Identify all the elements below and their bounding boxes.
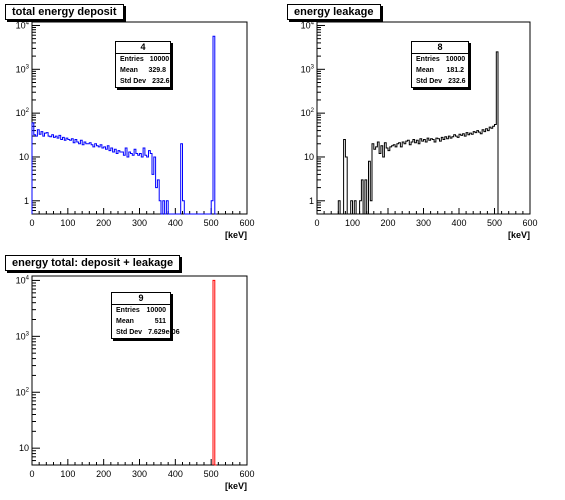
y-tick-label: 1 [309, 196, 314, 206]
x-tick-label: 400 [168, 469, 183, 479]
stats-row-std-dev: Std Dev 232.6 [416, 78, 466, 85]
y-tick-label: 103 [16, 64, 30, 74]
y-tick-label: 1 [24, 196, 29, 206]
y-tick-label: 102 [16, 387, 30, 397]
stats-row-entries: Entries 10000 [116, 307, 166, 314]
x-tick-label: 100 [345, 218, 360, 228]
y-tick-label: 103 [16, 331, 30, 341]
y-tick-label: 10 [304, 152, 314, 162]
stats-row-mean: Mean 181.2 [416, 67, 464, 74]
histogram-line [212, 279, 217, 466]
histogram-line [31, 35, 217, 215]
x-axis-label: [keV] [225, 230, 247, 240]
y-tick-label: 10 [19, 152, 29, 162]
stats-box-total: 9 Entries 10000 Mean 511 Std Dev 7.629e-06 [111, 292, 180, 339]
title-total-energy-deposit: total energy deposit [5, 4, 124, 20]
y-tick-label: 102 [301, 108, 315, 118]
stats-box-leakage: 8 Entries 10000 Mean 181.2 Std Dev 232.6 [411, 41, 469, 88]
x-tick-label: 200 [380, 218, 395, 228]
y-tick-label: 10 [19, 443, 29, 453]
x-tick-label: 0 [314, 218, 319, 228]
x-tick-label: 600 [522, 218, 537, 228]
title-energy-total: energy total: deposit + leakage [5, 255, 181, 271]
x-tick-label: 600 [239, 469, 254, 479]
x-tick-label: 500 [204, 218, 219, 228]
x-tick-label: 100 [60, 218, 75, 228]
x-axis-label: [keV] [225, 481, 247, 491]
chart-deposit: 0 100 200 300 400 500 600 [keV] 1 10 102 103 104 [16, 20, 255, 240]
stats-name: 9 [112, 293, 170, 305]
x-tick-label: 500 [487, 218, 502, 228]
x-tick-label: 200 [96, 218, 111, 228]
stats-row-mean: Mean 511 [116, 318, 166, 325]
x-tick-label: 300 [132, 218, 147, 228]
stats-row-std-dev: Std Dev 232.6 [120, 78, 170, 85]
y-tick-label: 102 [16, 108, 30, 118]
x-tick-label: 400 [451, 218, 466, 228]
chart-leakage: 0 100 200 300 400 500 600 [keV] 1 10 102 103 104 [301, 20, 538, 240]
stats-row-entries: Entries 10000 [120, 56, 170, 63]
x-tick-label: 500 [204, 469, 219, 479]
y-tick-label: 104 [301, 20, 315, 30]
y-tick-label: 104 [16, 20, 30, 30]
chart-total: 0 100 200 300 400 500 600 [keV] 10 102 103 104 [16, 275, 255, 491]
x-tick-label: 0 [29, 218, 34, 228]
stats-name: 8 [412, 42, 468, 54]
x-tick-label: 200 [96, 469, 111, 479]
x-tick-label: 600 [239, 218, 254, 228]
x-tick-label: 300 [132, 469, 147, 479]
x-tick-label: 400 [168, 218, 183, 228]
x-axis-label: [keV] [508, 230, 530, 240]
x-tick-label: 100 [60, 469, 75, 479]
x-tick-label: 0 [29, 469, 34, 479]
title-energy-leakage: energy leakage [287, 4, 381, 20]
histogram-line [337, 51, 500, 215]
stats-box-deposit: 4 Entries 10000 Mean 329.8 Std Dev 232.6 [115, 41, 171, 88]
y-tick-label: 104 [16, 275, 30, 285]
y-tick-label: 103 [301, 64, 315, 74]
stats-row-entries: Entries 10000 [416, 56, 466, 63]
stats-row-std-dev: Std Dev 7.629e-06 [116, 329, 180, 336]
stats-name: 4 [116, 42, 170, 54]
x-tick-label: 300 [416, 218, 431, 228]
stats-row-mean: Mean 329.8 [120, 67, 166, 74]
